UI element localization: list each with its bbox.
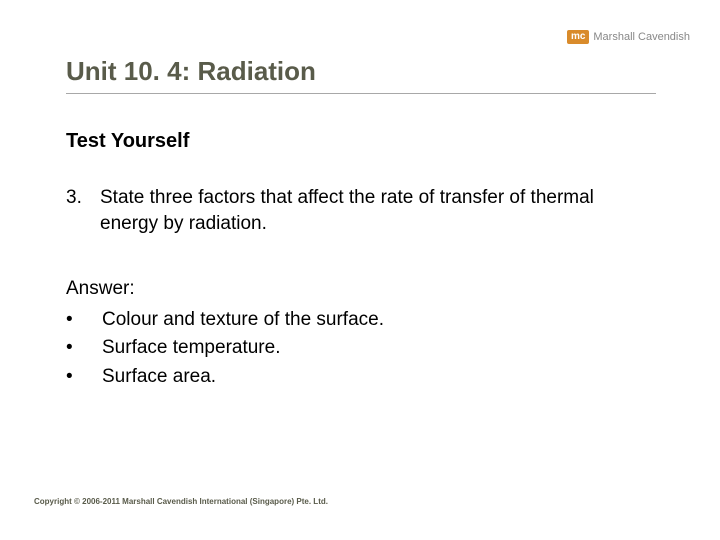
bullet-text: Surface temperature.: [102, 334, 280, 363]
question-block: 3. State three factors that affect the r…: [66, 185, 656, 236]
copyright-text: Copyright © 2006-2011 Marshall Cavendish…: [34, 497, 328, 506]
answer-label: Answer:: [66, 275, 656, 304]
section-subtitle: Test Yourself: [66, 130, 189, 153]
list-item: • Surface area.: [66, 363, 656, 392]
bullet-text: Colour and texture of the surface.: [102, 306, 384, 335]
question-number: 3.: [66, 185, 88, 236]
list-item: • Colour and texture of the surface.: [66, 306, 656, 335]
logo-badge-icon: mc: [567, 30, 589, 44]
bullet-icon: •: [66, 363, 74, 392]
list-item: • Surface temperature.: [66, 334, 656, 363]
unit-title: Unit 10. 4: Radiation: [66, 56, 656, 94]
bullet-text: Surface area.: [102, 363, 216, 392]
bullet-icon: •: [66, 334, 74, 363]
brand-logo: mc Marshall Cavendish: [567, 30, 690, 44]
answer-bullet-list: • Colour and texture of the surface. • S…: [66, 306, 656, 392]
slide-container: mc Marshall Cavendish Unit 10. 4: Radiat…: [0, 0, 720, 540]
answer-block: Answer: • Colour and texture of the surf…: [66, 275, 656, 391]
logo-brand-text: Marshall Cavendish: [593, 31, 690, 43]
bullet-icon: •: [66, 306, 74, 335]
question-text: State three factors that affect the rate…: [100, 185, 656, 236]
